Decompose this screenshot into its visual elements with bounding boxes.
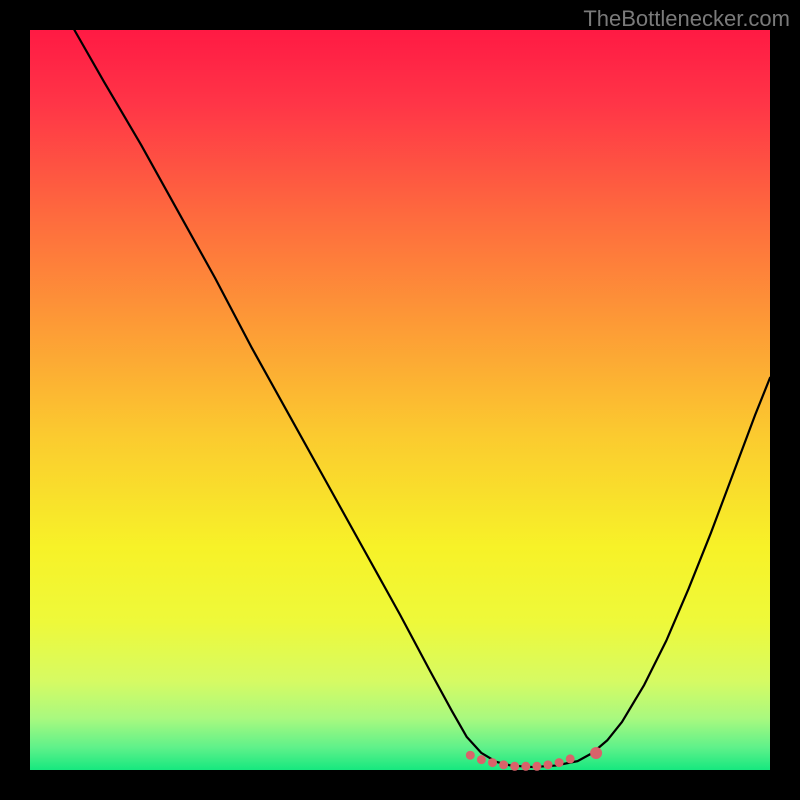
curve-marker <box>533 762 541 770</box>
curve-marker <box>555 759 563 767</box>
curve-marker <box>591 747 602 758</box>
curve-marker <box>522 762 530 770</box>
curve-marker <box>566 755 574 763</box>
plot-area <box>30 30 770 770</box>
curve-marker <box>511 762 519 770</box>
curve-marker <box>489 759 497 767</box>
curve-marker <box>466 751 474 759</box>
curve-marker <box>500 761 508 769</box>
chart-frame: TheBottlenecker.com <box>0 0 800 800</box>
bottleneck-curve <box>30 30 770 770</box>
curve-marker <box>544 761 552 769</box>
curve-marker <box>477 756 485 764</box>
watermark-text: TheBottlenecker.com <box>583 6 790 32</box>
